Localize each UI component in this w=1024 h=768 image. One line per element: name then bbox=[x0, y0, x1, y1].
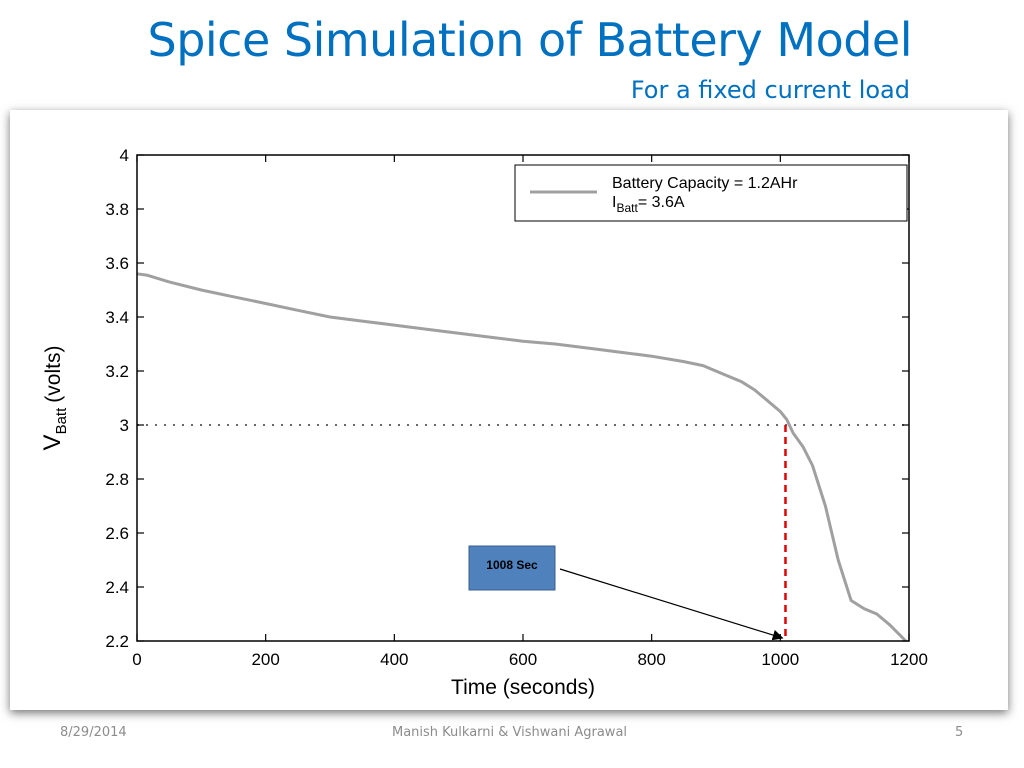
y-tick-label: 2.8 bbox=[105, 470, 129, 489]
annotation-callout: 1008 Sec bbox=[468, 545, 784, 641]
annotation-box bbox=[468, 545, 556, 591]
footer-date: 8/29/2014 bbox=[60, 725, 127, 740]
y-tick-label: 2.4 bbox=[105, 578, 129, 597]
footer-page-number: 5 bbox=[955, 725, 964, 740]
x-tick-label: 0 bbox=[132, 650, 141, 669]
legend-entry-capacity: Battery Capacity = 1.2AHr bbox=[612, 175, 798, 192]
legend-entry-current: IBatt= 3.6A bbox=[612, 194, 685, 215]
legend-current-value: = 3.6A bbox=[638, 194, 685, 211]
y-axis-label: VBatt (volts) bbox=[39, 346, 70, 451]
voltage-curve bbox=[136, 272, 907, 643]
y-tick-label: 3.4 bbox=[105, 308, 129, 327]
y-axis-label-main: V bbox=[39, 434, 66, 450]
annotation-label: 1008 Sec bbox=[486, 558, 538, 572]
y-axis-label-subscript: Batt bbox=[53, 407, 70, 435]
chart-figure: 0 200 400 600 800 1000 1200 2.2 2.4 2.6 2.8 3 3.2 3.4… bbox=[10, 110, 1008, 710]
legend-current-subscript: Batt bbox=[616, 201, 638, 215]
y-tick-label: 3.6 bbox=[105, 254, 129, 273]
x-tick-label: 1000 bbox=[761, 650, 799, 669]
y-axis-label-unit: (volts) bbox=[42, 346, 65, 403]
y-tick-label: 4 bbox=[120, 146, 129, 165]
slide-subtitle: For a fixed current load bbox=[630, 76, 910, 104]
footer-authors: Manish Kulkarni & Vishwani Agrawal bbox=[392, 725, 628, 740]
x-tick-label: 1200 bbox=[890, 650, 928, 669]
x-tick-label: 400 bbox=[380, 650, 408, 669]
y-tick-label: 2.2 bbox=[105, 632, 129, 651]
y-tick-label: 3.2 bbox=[105, 362, 129, 381]
x-axis-label: Time (seconds) bbox=[451, 676, 595, 699]
slide-title: Spice Simulation of Battery Model bbox=[147, 13, 913, 67]
y-tick-label: 3 bbox=[120, 416, 129, 435]
x-tick-label: 800 bbox=[637, 650, 665, 669]
x-tick-label: 600 bbox=[509, 650, 537, 669]
legend-current-symbol: I bbox=[612, 194, 616, 211]
x-tick-label: 200 bbox=[251, 650, 279, 669]
battery-voltage-chart: 0 200 400 600 800 1000 1200 2.2 2.4 2.6 2.8 3 3.2 3.4… bbox=[39, 146, 928, 699]
y-tick-label: 2.6 bbox=[105, 524, 129, 543]
y-tick-label: 3.8 bbox=[105, 200, 129, 219]
chart-legend: Battery Capacity = 1.2AHr IBatt= 3.6A bbox=[514, 164, 908, 222]
annotation-arrow bbox=[559, 568, 784, 641]
